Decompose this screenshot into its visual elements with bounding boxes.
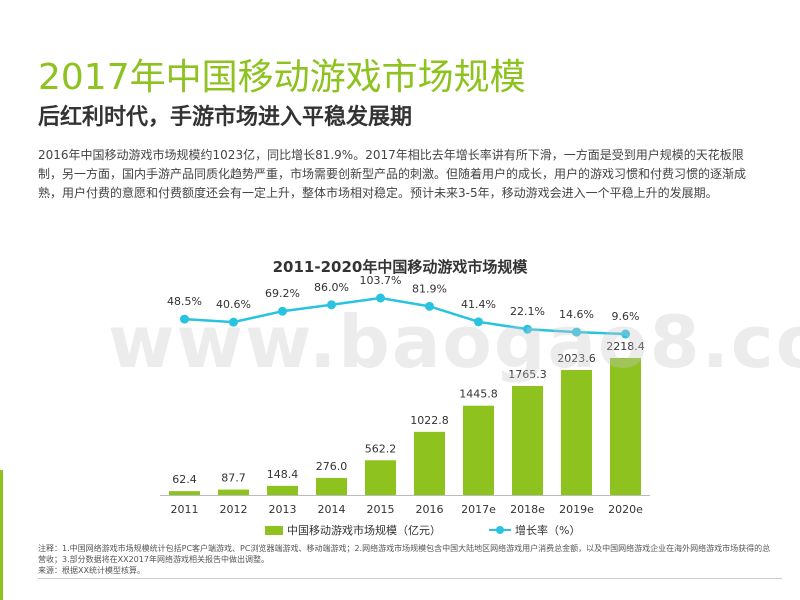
growth-point-2018e [523,324,532,334]
growth-label-2011: 48.5% [167,295,202,308]
legend-item-bar: 中国移动游戏市场规模（亿元） [265,522,441,538]
footnote-source: 来源：根据XX统计模型核算。 [38,566,145,575]
growth-label-2016: 81.9% [412,282,447,295]
bar-2014 [316,477,347,495]
bar-2020e [610,358,641,495]
page-title: 2017年中国移动游戏市场规模 [38,57,526,98]
growth-point-2017e [474,317,483,327]
growth-label-2015: 103.7% [360,274,402,287]
bar-value-label-2011: 62.4 [172,473,197,486]
growth-point-2011 [180,314,189,324]
description-paragraph: 2016年中国移动游戏市场规模约1023亿，同比增长81.9%。2017年相比去… [38,148,747,200]
growth-point-2015 [376,293,385,303]
bar-2012 [218,489,249,495]
x-tick-label-2011: 2011 [171,503,199,516]
watermark-text: www.baogao8.com [108,300,800,384]
legend-item-line: 增长率（%） [489,522,580,538]
x-tick-label-2012: 2012 [220,503,248,516]
x-tick-label-2020e: 2020e [608,503,643,516]
growth-point-2020e [621,329,630,339]
footnote-line-1: 注释：1.中国网络游戏市场规模统计包括PC客户端游戏、PC浏览器端游戏、移动端游… [38,544,771,564]
bar-2015 [365,460,396,495]
growth-label-2018e: 22.1% [510,305,545,318]
footnotes: 注释：1.中国网络游戏市场规模统计包括PC客户端游戏、PC浏览器端游戏、移动端游… [38,543,773,576]
growth-label-2012: 40.6% [216,298,251,311]
growth-point-2019e [572,327,581,337]
growth-point-2016 [425,301,434,311]
bottom-divider [38,578,782,579]
legend-bar-label: 中国移动游戏市场规模（亿元） [287,524,441,537]
chart-title: 2011-2020年中国移动游戏市场规模 [272,258,528,276]
bar-value-label-2018e: 1765.3 [508,368,547,381]
growth-label-2019e: 14.6% [559,308,594,321]
bar-2017e [463,405,494,495]
growth-rate-line [184,296,626,336]
bar-value-label-2012: 87.7 [221,472,246,485]
growth-point-2012 [229,317,238,327]
bar-2018e [512,385,543,495]
bar-value-label-2020e: 2218.4 [606,340,645,353]
x-tick-label-2018e: 2018e [510,503,545,516]
x-tick-label-2019e: 2019e [559,503,594,516]
bar-value-label-2017e: 1445.8 [459,388,498,401]
bar-2019e [561,370,592,495]
x-tick-label-2013: 2013 [269,503,297,516]
growth-point-2014 [327,300,336,310]
bar-2013 [267,485,298,495]
chart-legend: 中国移动游戏市场规模（亿元） 增长率（%） [265,522,628,538]
x-tick-label-2014: 2014 [318,503,346,516]
legend-line-swatch [489,525,511,535]
left-accent-bar [0,470,3,600]
x-tick-label-2017e: 2017e [461,503,496,516]
bar-2016 [414,431,445,495]
bar-2011 [169,491,200,495]
x-tick-label-2016: 2016 [416,503,444,516]
growth-label-2017e: 41.4% [461,298,496,311]
growth-label-2013: 69.2% [265,287,300,300]
bar-value-label-2014: 276.0 [316,460,348,473]
growth-label-2020e: 9.6% [612,310,640,323]
bar-value-label-2013: 148.4 [267,468,299,481]
legend-line-label: 增长率（%） [515,524,581,537]
legend-bar-swatch [265,525,283,535]
growth-label-2014: 86.0% [314,281,349,294]
growth-point-2013 [278,306,287,316]
bar-value-label-2015: 562.2 [365,442,397,455]
page-subtitle: 后红利时代，手游市场进入平稳发展期 [38,105,413,130]
x-tick-label-2015: 2015 [367,503,395,516]
bar-value-label-2019e: 2023.6 [557,352,596,365]
bar-value-label-2016: 1022.8 [410,414,449,427]
